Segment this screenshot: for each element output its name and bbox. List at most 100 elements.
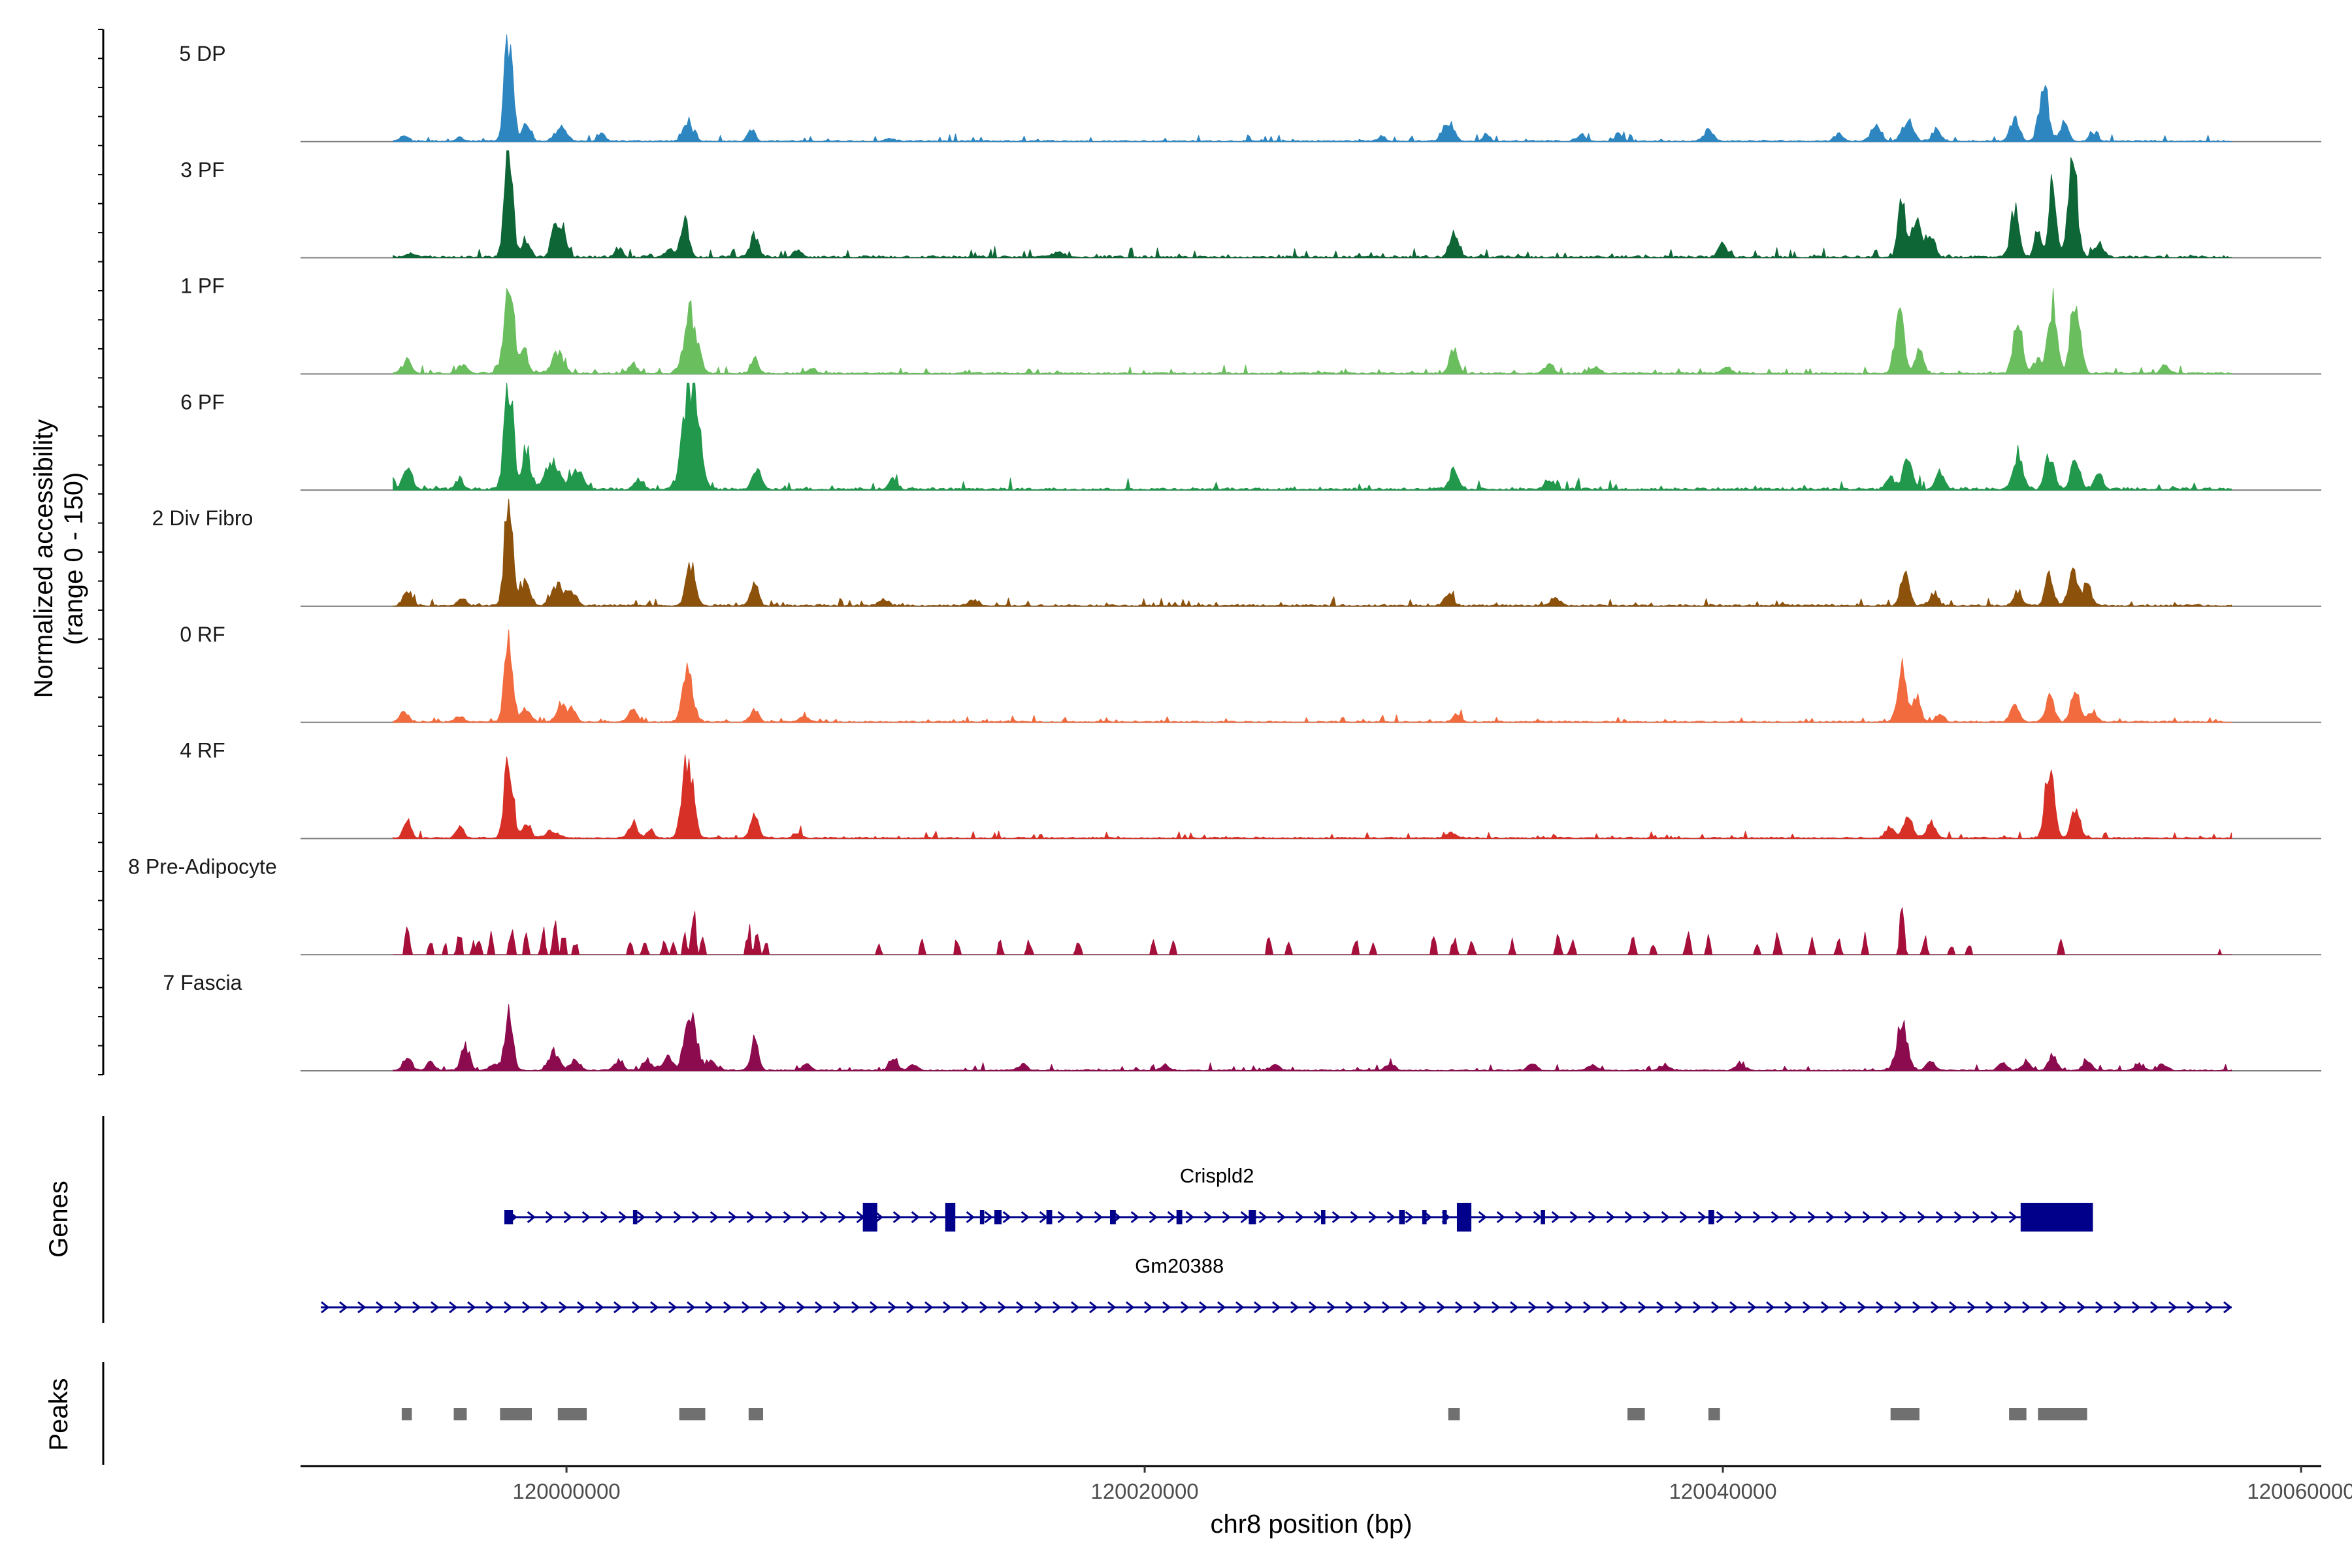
gene-strand-arrow [1899,1211,1908,1224]
track-0-rf: 0 RF [180,623,2321,723]
gene-strand-arrow [1862,1211,1871,1224]
gene-exon [504,1210,514,1224]
gene-strand-arrow [668,1301,678,1314]
gene-strand-arrow [1478,1211,1487,1224]
gene-strand-arrow [2059,1301,2068,1314]
track-label: 0 RF [180,623,225,646]
peak-region [2009,1408,2027,1420]
gene-strand-arrow [394,1301,403,1314]
coverage-area [393,907,2232,955]
gene-strand-arrow [833,1301,842,1314]
gene-strand-arrow [2004,1301,2013,1314]
track-label: 5 DP [179,42,225,65]
peak-region [1708,1408,1720,1420]
track-3-pf: 3 PF [180,150,2321,259]
gene-strand-arrow [1181,1301,1190,1314]
gene-strand-arrow [577,1301,586,1314]
track-label: 1 PF [180,274,225,298]
gene-strand-arrow [1606,1211,1615,1224]
gene-strand-arrow [1075,1211,1085,1224]
track-5-dp: 5 DP [179,34,2321,142]
track-label: 6 PF [180,390,225,414]
gene-strand-arrow [2168,1301,2178,1314]
track-1-pf: 1 PF [180,274,2321,375]
gene-strand-arrow [979,1301,988,1314]
gene-strand-arrow [1588,1211,1597,1224]
gene-strand-arrow [1473,1301,1482,1314]
gene-strand-arrow [1839,1301,1848,1314]
gene-strand-arrow [1825,1211,1835,1224]
track-label: 8 Pre-Adipocyte [128,855,277,878]
gene-strand-arrow [1002,1211,1011,1224]
gene-strand-arrow [1569,1211,1578,1224]
gene-strand-arrow [522,1301,531,1314]
gene-strand-arrow [838,1211,847,1224]
gene-strand-arrow [357,1301,367,1314]
coverage-area [393,34,2232,142]
gene-strand-arrow [1803,1301,1812,1314]
gene-strand-arrow [874,1211,883,1224]
gene-strand-arrow [1368,1211,1377,1224]
peak-region [2038,1408,2087,1420]
gene-strand-arrow [1857,1301,1867,1314]
gene-strand-arrow [1583,1301,1592,1314]
coverage-area [393,629,2232,723]
gene-strand-arrow [1107,1301,1117,1314]
gene-strand-arrow [870,1301,879,1314]
gene-strand-arrow [1551,1211,1560,1224]
genes-panel-title: Genes [44,1181,73,1258]
y-axis-title-line2: (range 0 - 150) [59,472,88,645]
gene-strand-arrow [819,1211,828,1224]
gene-crispld2: Crispld2 [504,1164,2093,1232]
gene-strand-arrow [1807,1211,1816,1224]
gene-strand-arrow [2132,1301,2141,1314]
gene-exon [945,1203,956,1232]
peak-region [500,1408,532,1420]
peak-region [1890,1408,1919,1420]
gene-strand-arrow [892,1211,902,1224]
gene-strand-arrow [1674,1301,1684,1314]
gene-strand-arrow [2022,1301,2031,1314]
gene-strand-arrow [815,1301,824,1314]
gene-strand-arrow [1931,1301,1940,1314]
gene-strand-arrow [449,1301,458,1314]
gene-strand-arrow [1821,1301,1830,1314]
gene-strand-arrow [778,1301,787,1314]
gene-strand-arrow [1126,1301,1135,1314]
gene-strand-arrow [760,1301,769,1314]
gene-strand-arrow [1162,1301,1171,1314]
peak-region [453,1408,467,1420]
peak-region [748,1408,763,1420]
gene-strand-arrow [2205,1301,2214,1314]
gene-strand-arrow [1327,1301,1336,1314]
gene-strand-arrow [1057,1211,1066,1224]
gene-exon [1046,1210,1053,1224]
track-label: 7 Fascia [163,971,242,994]
gene-strand-arrow [1400,1301,1409,1314]
gene-strand-arrow [1642,1211,1652,1224]
gene-strand-arrow [1382,1301,1391,1314]
gene-strand-arrow [1711,1301,1720,1314]
gene-strand-arrow [376,1301,385,1314]
gene-strand-arrow [595,1301,604,1314]
gene-strand-arrow [1089,1301,1098,1314]
gene-strand-arrow [1734,1211,1743,1224]
gene-strand-arrow [1533,1211,1542,1224]
gene-name-label: Gm20388 [1135,1254,1224,1277]
gene-strand-arrow [911,1211,920,1224]
peaks-panel [401,1408,2087,1420]
gene-strand-arrow [924,1301,934,1314]
gene-strand-arrow [321,1301,330,1314]
peak-region [1448,1408,1460,1420]
gene-strand-arrow [783,1211,792,1224]
coverage-area [393,754,2232,839]
x-axis: 120000000 120020000 120040000 120060000 [512,1466,2352,1503]
gene-exon [1422,1210,1427,1224]
gene-exon [1249,1210,1256,1224]
gene-exon [1541,1210,1545,1224]
gene-strand-arrow [746,1211,755,1224]
gene-strand-arrow [1240,1211,1249,1224]
gene-strand-arrow [600,1211,609,1224]
gene-strand-arrow [1386,1211,1396,1224]
